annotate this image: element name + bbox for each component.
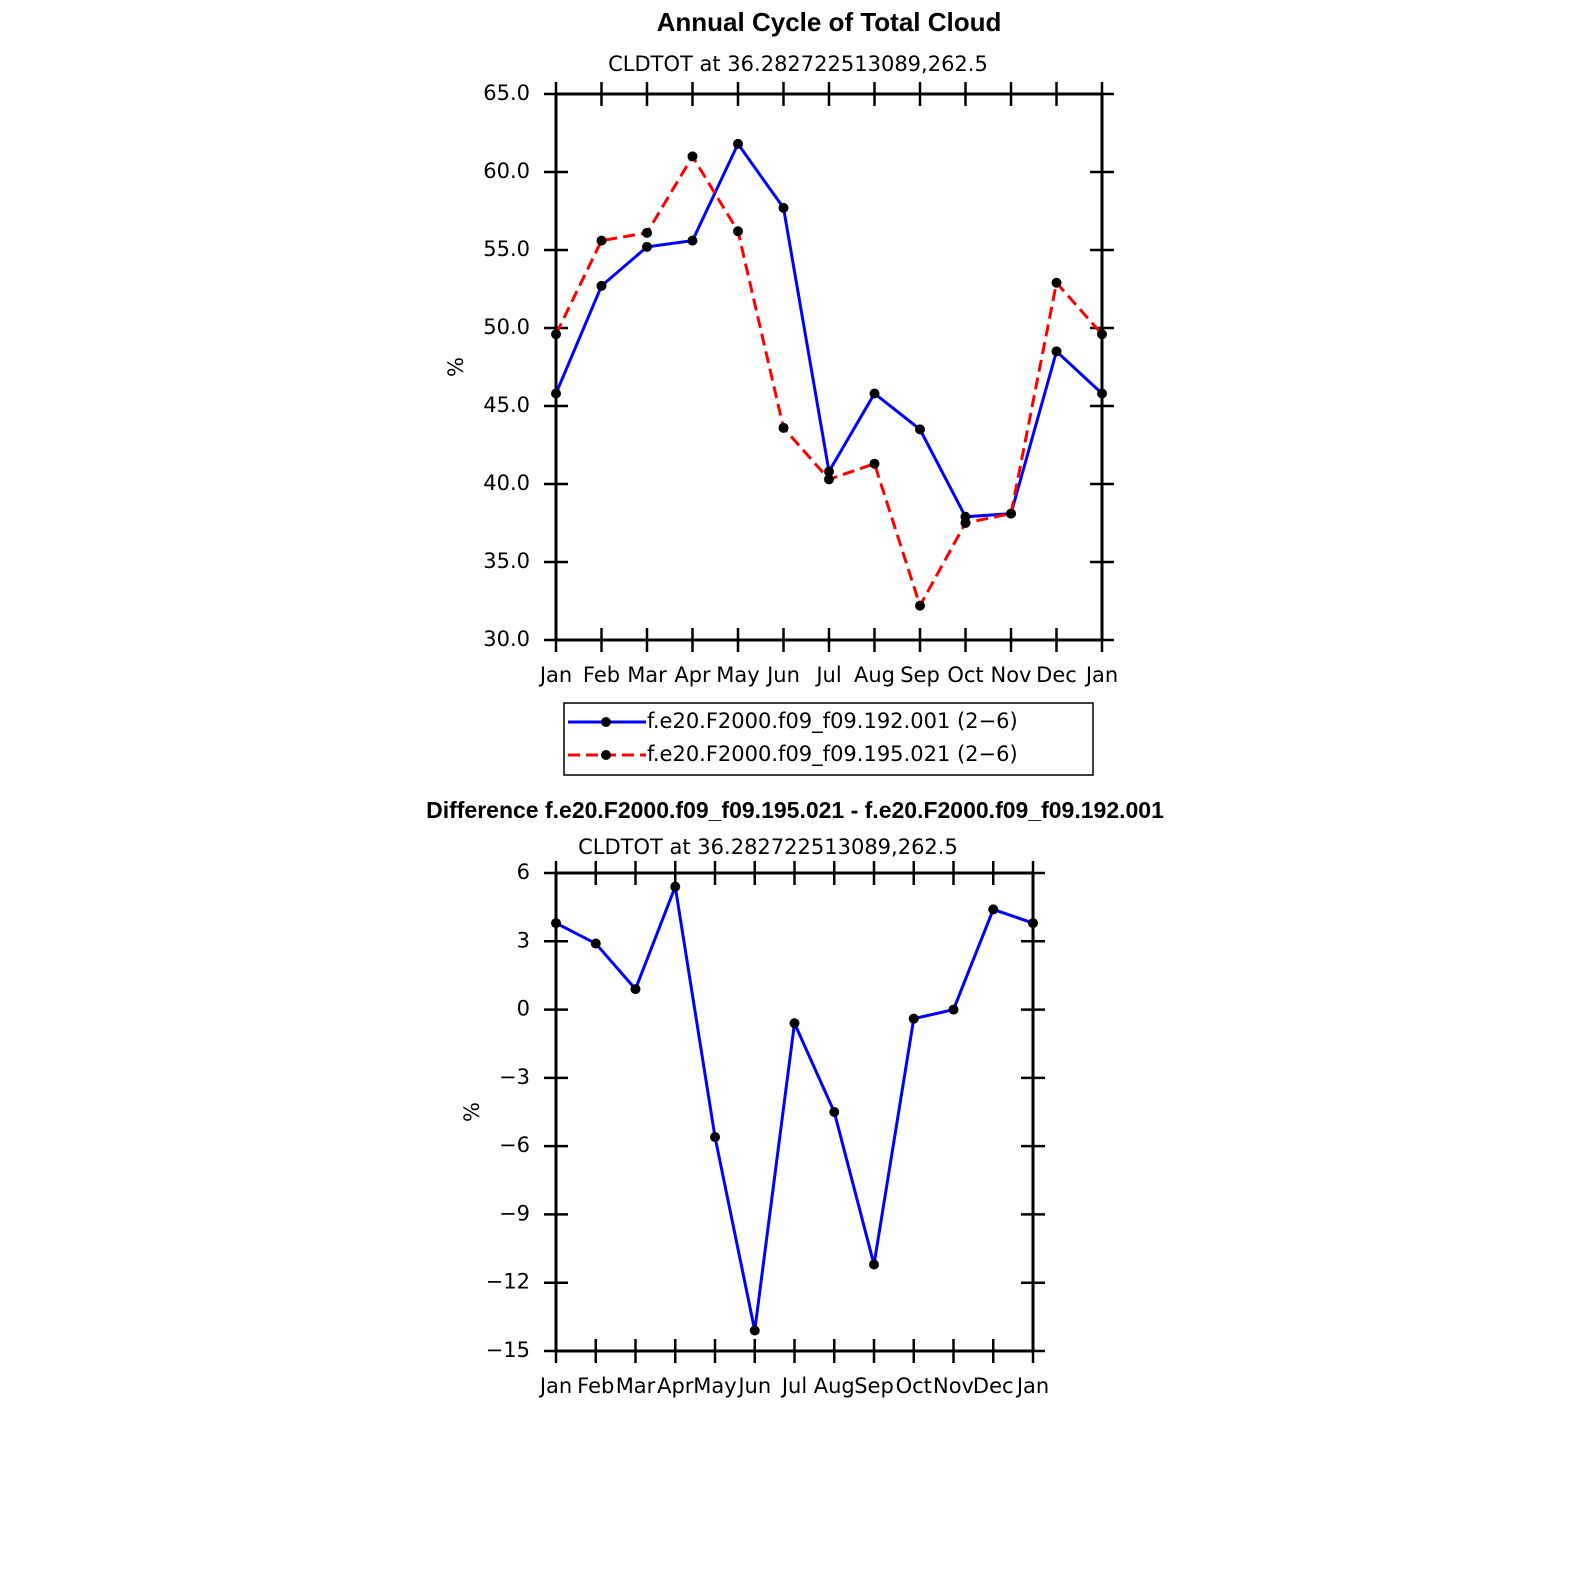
x-tick-label: Jan (538, 1374, 572, 1398)
chart-subtitle: CLDTOT at 36.282722513089,262.5 (608, 52, 988, 76)
point (551, 918, 561, 929)
point (687, 235, 698, 246)
y-tick-label: −6 (499, 1133, 530, 1157)
point (1051, 277, 1062, 288)
y-axis-label: % (444, 357, 468, 377)
series-line (554, 153, 1104, 610)
point (988, 904, 999, 915)
point (551, 388, 561, 399)
point (869, 388, 880, 399)
y-tick-label: 30.0 (483, 627, 530, 651)
point (778, 202, 789, 213)
plot-frame (554, 92, 1104, 642)
x-tick-label: May (693, 1374, 736, 1398)
x-tick-label: Jan (1015, 1374, 1049, 1398)
chart-title: Annual Cycle of Total Cloud (657, 7, 1002, 37)
point (642, 227, 652, 238)
point (960, 518, 971, 528)
x-tick-label: Aug (854, 663, 895, 687)
point (778, 422, 789, 433)
y-tick-label: −9 (499, 1201, 530, 1225)
point (915, 600, 925, 611)
y-tick-label: 50.0 (483, 315, 530, 339)
x-tick-label: Jul (814, 663, 841, 687)
y-tick-label: 6 (517, 860, 530, 884)
x-tick-label: Jan (1084, 663, 1118, 687)
x-tick-label: May (716, 663, 759, 687)
x-tick-label: Oct (947, 663, 983, 687)
y-tick-label: 55.0 (483, 237, 530, 261)
x-tick-label: Nov (933, 1374, 974, 1398)
point (630, 984, 641, 995)
point (1028, 918, 1038, 929)
point (869, 458, 880, 469)
point (869, 1259, 879, 1270)
point (824, 466, 834, 477)
point (687, 151, 698, 162)
point (1051, 346, 1062, 357)
point (824, 474, 834, 485)
x-tick-label: Sep (900, 663, 940, 687)
point (789, 1018, 800, 1029)
y-tick-label: 35.0 (483, 549, 530, 573)
chart-subtitle: CLDTOT at 36.282722513089,262.5 (578, 835, 958, 859)
point (1006, 508, 1016, 519)
x-tick-label: Feb (583, 663, 620, 687)
point (710, 1132, 720, 1143)
x-tick-label: Dec (1036, 663, 1077, 687)
point (1097, 329, 1107, 340)
y-tick-label: 40.0 (483, 471, 530, 495)
y-axis-label: % (460, 1102, 484, 1122)
point (749, 1325, 760, 1336)
x-tick-label: Sep (854, 1374, 894, 1398)
x-tick-label: Mar (616, 1374, 656, 1398)
y-tick-label: −12 (486, 1270, 530, 1294)
plot-frame (554, 871, 1035, 1353)
y-tick-label: 45.0 (483, 393, 530, 417)
y-tick-label: 65.0 (483, 81, 530, 105)
point (642, 241, 652, 252)
y-tick-label: 0 (517, 997, 530, 1021)
point (915, 424, 925, 435)
series-line (554, 140, 1104, 519)
series-line (555, 880, 1034, 1331)
legend-marker (601, 750, 611, 760)
point (596, 280, 607, 291)
point (733, 138, 743, 149)
y-tick-label: −15 (486, 1338, 530, 1362)
point (590, 938, 601, 949)
x-tick-label: Oct (896, 1374, 932, 1398)
point (733, 226, 743, 237)
y-tick-label: 3 (517, 928, 530, 952)
point (670, 881, 681, 892)
y-tick-label: −3 (499, 1065, 530, 1089)
point (948, 1004, 959, 1015)
legend-marker (601, 717, 611, 727)
y-tick-label: 60.0 (483, 159, 530, 183)
point (596, 235, 607, 246)
x-tick-label: Apr (657, 1374, 694, 1398)
x-tick-label: Apr (674, 663, 711, 687)
legend-label: f.e20.F2000.f09_f09.195.021 (2−6) (647, 742, 1018, 767)
x-tick-label: Jul (780, 1374, 807, 1398)
point (908, 1013, 919, 1024)
x-tick-label: Jun (736, 1374, 771, 1398)
x-tick-label: Mar (627, 663, 667, 687)
x-tick-label: Aug (814, 1374, 855, 1398)
chart-title: Difference f.e20.F2000.f09_f09.195.021 -… (426, 797, 1164, 823)
point (551, 329, 561, 340)
legend-box (563, 702, 1094, 776)
x-tick-label: Feb (577, 1374, 614, 1398)
point (829, 1107, 840, 1117)
x-tick-label: Dec (973, 1374, 1014, 1398)
x-tick-label: Jun (765, 663, 800, 687)
point (1097, 388, 1107, 399)
x-tick-label: Nov (991, 663, 1032, 687)
legend-label: f.e20.F2000.f09_f09.192.001 (2−6) (647, 709, 1018, 734)
x-tick-label: Jan (538, 663, 572, 687)
